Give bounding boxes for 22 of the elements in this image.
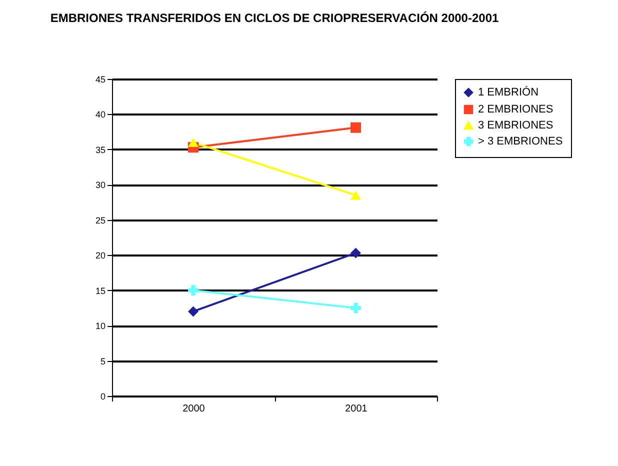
- y-tick-label: 35: [95, 144, 106, 155]
- point: [188, 285, 198, 296]
- y-tick-label: 25: [95, 215, 106, 226]
- point: [350, 302, 361, 314]
- y-tick-label: 5: [100, 356, 106, 366]
- y-tick-label: 15: [95, 286, 106, 296]
- point: [350, 122, 361, 133]
- legend-label: 3 EMBRIONES: [478, 120, 554, 132]
- legend-label: 2 EMBRIONES: [478, 104, 554, 116]
- x-tick-label: 2001: [345, 404, 368, 414]
- point: [188, 306, 198, 317]
- legend-label: > 3 EMBRIONES: [478, 136, 563, 148]
- y-tick-label: 0: [100, 392, 106, 402]
- y-tick-label: 40: [95, 110, 106, 120]
- chart-title: EMBRIONES TRANSFERIDOS EN CICLOS DE CRIOPRESERVACIÓN 2000-2001: [50, 11, 499, 25]
- point: [350, 248, 361, 258]
- legend-label: 1 EMBRIÓN: [478, 86, 539, 98]
- y-tick-label: 10: [95, 321, 106, 332]
- x-tick-label: 2000: [182, 404, 206, 414]
- y-tick-label: 20: [95, 250, 106, 261]
- y-tick-label: 45: [95, 74, 106, 84]
- y-tick-label: 30: [95, 180, 106, 190]
